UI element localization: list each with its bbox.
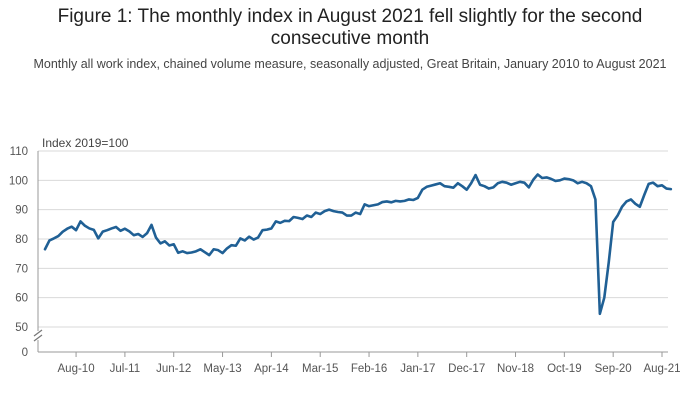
y-tick-label: 60	[15, 293, 28, 305]
y-tick-label: 50	[15, 322, 28, 334]
axes	[33, 151, 668, 357]
x-tick-label: Oct-19	[547, 363, 582, 375]
axis-break-mark	[33, 329, 43, 337]
chart-subtitle: Monthly all work index, chained volume m…	[33, 57, 667, 71]
y-axis-label: Index 2019=100	[42, 136, 129, 150]
x-tick-label: May-13	[203, 363, 241, 375]
y-tick-label: 90	[15, 205, 28, 217]
x-tick-label: Jun-12	[156, 363, 191, 375]
x-tick-label: Feb-16	[351, 363, 387, 375]
x-tick-label: Aug-10	[58, 363, 95, 375]
x-tick-label: Jan-17	[400, 363, 435, 375]
x-tick-label: Dec-17	[448, 363, 485, 375]
x-tick-label: Apr-14	[254, 363, 289, 375]
y-tick-label: 100	[9, 175, 28, 187]
series-layer	[43, 173, 673, 316]
series-line	[43, 173, 673, 316]
x-tick-label: Mar-15	[302, 363, 338, 375]
gridlines	[38, 150, 668, 328]
x-tick-label: Jul-11	[110, 363, 140, 375]
y-tick-label: 80	[15, 234, 28, 246]
axis-break-mark	[33, 334, 43, 342]
y-tick-label: 110	[10, 146, 28, 158]
x-tick-label: Aug-21	[643, 363, 680, 375]
y-tick-label: 70	[15, 263, 28, 275]
x-tick-labels: Aug-10 Jul-11 Jun-12 May-13 Apr-14 Mar-15 Feb-…	[58, 363, 681, 375]
x-tick-label: Nov-18	[497, 363, 534, 375]
chart-title: Figure 1: The monthly index in August 20…	[57, 6, 643, 49]
x-tick-label: Sep-20	[595, 363, 632, 375]
y-tick-label: 0	[22, 347, 28, 359]
y-tick-labels: 0 50 60 70 80 90 100 110	[9, 146, 28, 359]
